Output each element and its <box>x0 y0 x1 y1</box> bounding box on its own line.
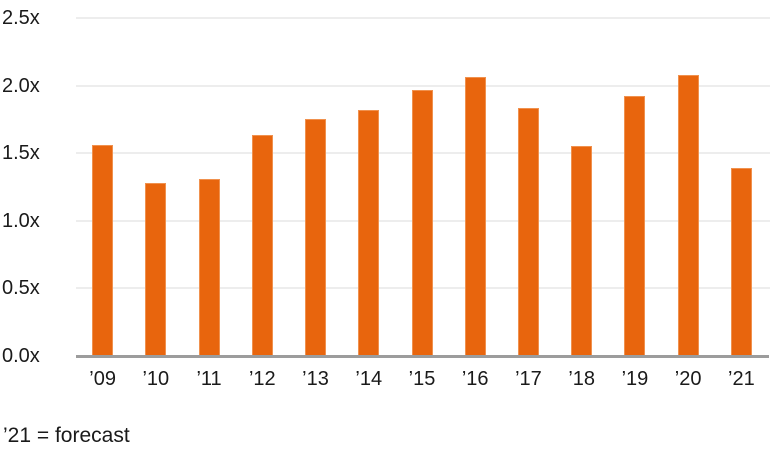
x-axis-tick-20: ’20 <box>674 368 702 390</box>
bar-12 <box>251 135 273 356</box>
bar-20 <box>677 74 699 356</box>
gridline-25x <box>76 17 770 19</box>
chart-footnote: ’21 = forecast <box>3 424 130 447</box>
x-axis-tick-11: ’11 <box>196 368 222 390</box>
x-axis-tick-14: ’14 <box>355 368 383 390</box>
bar-11 <box>198 178 220 356</box>
y-axis-tick-00x: 0.0x <box>2 344 40 367</box>
bar-09 <box>92 144 114 356</box>
y-axis-tick-10x: 1.0x <box>2 209 40 232</box>
x-axis-tick-21: ’21 <box>728 368 755 390</box>
x-axis-tick-10: ’10 <box>142 368 170 390</box>
y-axis-tick-20x: 2.0x <box>2 74 40 97</box>
bar-19 <box>624 96 646 356</box>
x-axis-tick-18: ’18 <box>568 368 596 390</box>
bar-18 <box>571 146 593 356</box>
bar-13 <box>305 119 327 356</box>
x-axis-tick-15: ’15 <box>408 368 436 390</box>
bar-14 <box>358 109 380 356</box>
gridline-20x <box>76 84 770 87</box>
y-axis-tick-25x: 2.5x <box>2 7 40 29</box>
y-axis-tick-05x: 0.5x <box>2 277 40 299</box>
x-axis-tick-17: ’17 <box>515 368 542 390</box>
y-axis-tick-15x: 1.5x <box>2 142 40 164</box>
x-axis-line <box>76 354 769 358</box>
bar-17 <box>517 108 539 356</box>
x-axis-tick-13: ’13 <box>302 368 329 390</box>
bar-15 <box>411 89 433 356</box>
x-axis-tick-09: ’09 <box>89 368 116 390</box>
x-axis-tick-12: ’12 <box>248 368 276 390</box>
bar-10 <box>145 182 167 356</box>
bar-21 <box>730 167 752 356</box>
bar-16 <box>464 77 486 356</box>
x-axis-tick-16: ’16 <box>461 368 489 390</box>
x-axis-tick-19: ’19 <box>621 368 649 390</box>
